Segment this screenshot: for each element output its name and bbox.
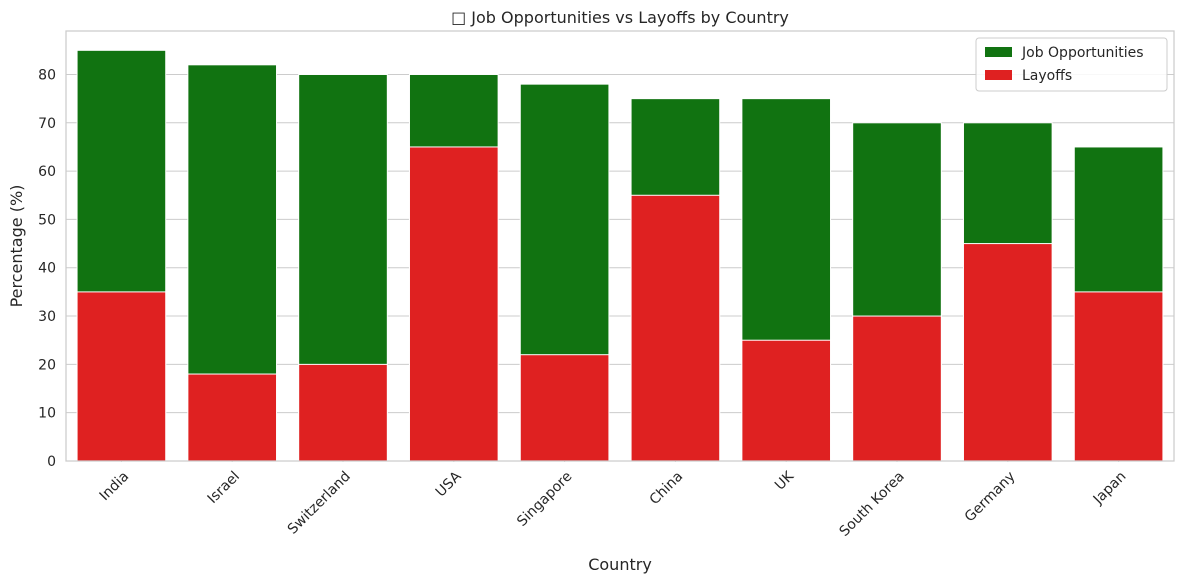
y-tick-label: 10 — [38, 406, 56, 422]
y-tick-label: 30 — [38, 309, 56, 325]
y-tick-label: 60 — [38, 164, 56, 180]
x-tick-label: Singapore — [514, 469, 575, 530]
chart-title: □ Job Opportunities vs Layoffs by Countr… — [451, 8, 789, 27]
plot-frame — [65, 30, 1175, 462]
legend-label: Job Opportunities — [1021, 45, 1144, 61]
x-tick-label: China — [647, 469, 687, 509]
y-tick-label: 40 — [38, 261, 56, 277]
x-tick-label: Japan — [1090, 469, 1130, 509]
bar-layoffs — [298, 363, 388, 462]
x-axis-label: Country — [588, 555, 652, 574]
y-tick-label: 20 — [38, 357, 56, 373]
y-tick-labels: 0 10 20 30 40 50 60 70 80 — [38, 67, 56, 470]
bar-layoffs — [187, 373, 278, 462]
legend: Job Opportunities Layoffs — [975, 37, 1168, 92]
bar-layoffs — [519, 354, 610, 462]
x-tick-label: India — [97, 469, 133, 505]
x-tick-label: Switzerland — [285, 469, 354, 538]
legend-label: Layoffs — [1022, 68, 1072, 84]
bars — [76, 49, 1164, 462]
bar-layoffs — [962, 243, 1053, 462]
legend-swatch — [985, 70, 1012, 80]
y-tick-label: 50 — [38, 212, 56, 228]
bar-layoffs — [630, 194, 721, 462]
x-tick-label: South Korea — [837, 469, 908, 540]
bar-layoffs — [852, 315, 942, 462]
x-tick-label: UK — [772, 468, 798, 494]
legend-box — [975, 37, 1168, 92]
bar-layoffs — [1073, 291, 1164, 462]
y-tick-label: 0 — [47, 454, 56, 470]
legend-swatch — [985, 47, 1012, 57]
bar-layoffs — [408, 146, 499, 462]
bar-layoffs — [76, 291, 167, 462]
x-tick-label: Germany — [962, 469, 1019, 526]
x-tick-label: USA — [433, 468, 465, 500]
y-axis-label: Percentage (%) — [7, 185, 26, 308]
y-tick-label: 80 — [38, 67, 56, 83]
y-tick-label: 70 — [38, 116, 56, 132]
bar-layoffs — [741, 339, 832, 462]
x-tick-labels: India Israel Switzerland USA Singapore China U… — [97, 461, 1130, 540]
x-tick-label: Israel — [205, 469, 243, 507]
